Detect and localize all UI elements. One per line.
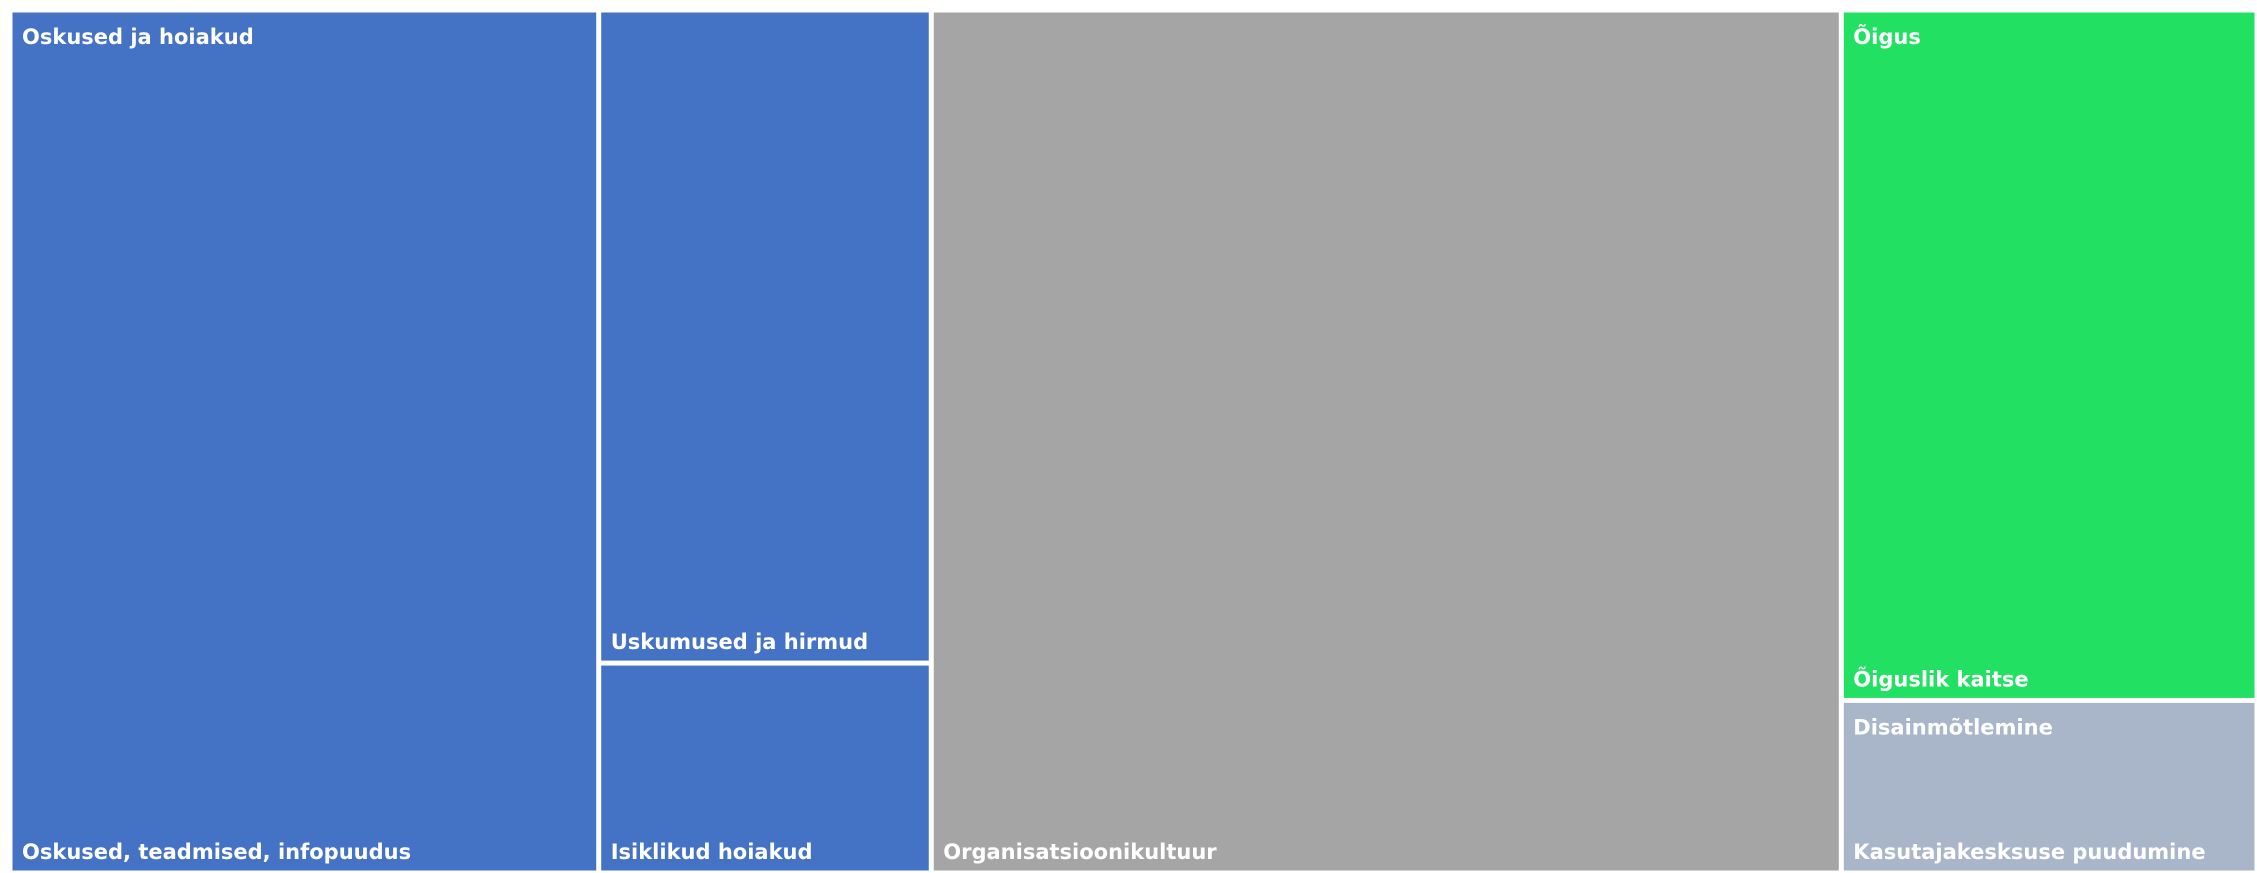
group-label: Disainmõtlemine	[1853, 715, 2053, 739]
treemap-cell	[601, 665, 929, 871]
cell-label: Õiguslik kaitse	[1853, 666, 2028, 691]
cell-label: Isiklikud hoiakud	[611, 840, 813, 864]
treemap-cell	[12, 12, 597, 871]
cell-label: Kasutajakesksuse puudumine	[1853, 840, 2205, 864]
treemap-cell	[933, 12, 1839, 871]
group-label: Oskused ja hoiakud	[22, 25, 254, 49]
treemap-cell	[1843, 12, 2255, 698]
cell-label: Uskumused ja hirmud	[611, 630, 868, 654]
cell-label: Oskused, teadmised, infopuudus	[22, 840, 411, 864]
cell-label: Organisatsioonikultuur	[943, 840, 1217, 864]
group-label: Õigus	[1853, 24, 1921, 49]
treemap-cell	[1843, 702, 2255, 871]
treemap-cell	[601, 12, 929, 661]
